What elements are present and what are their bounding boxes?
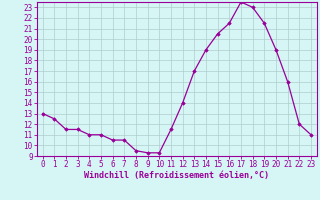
X-axis label: Windchill (Refroidissement éolien,°C): Windchill (Refroidissement éolien,°C) [84,171,269,180]
